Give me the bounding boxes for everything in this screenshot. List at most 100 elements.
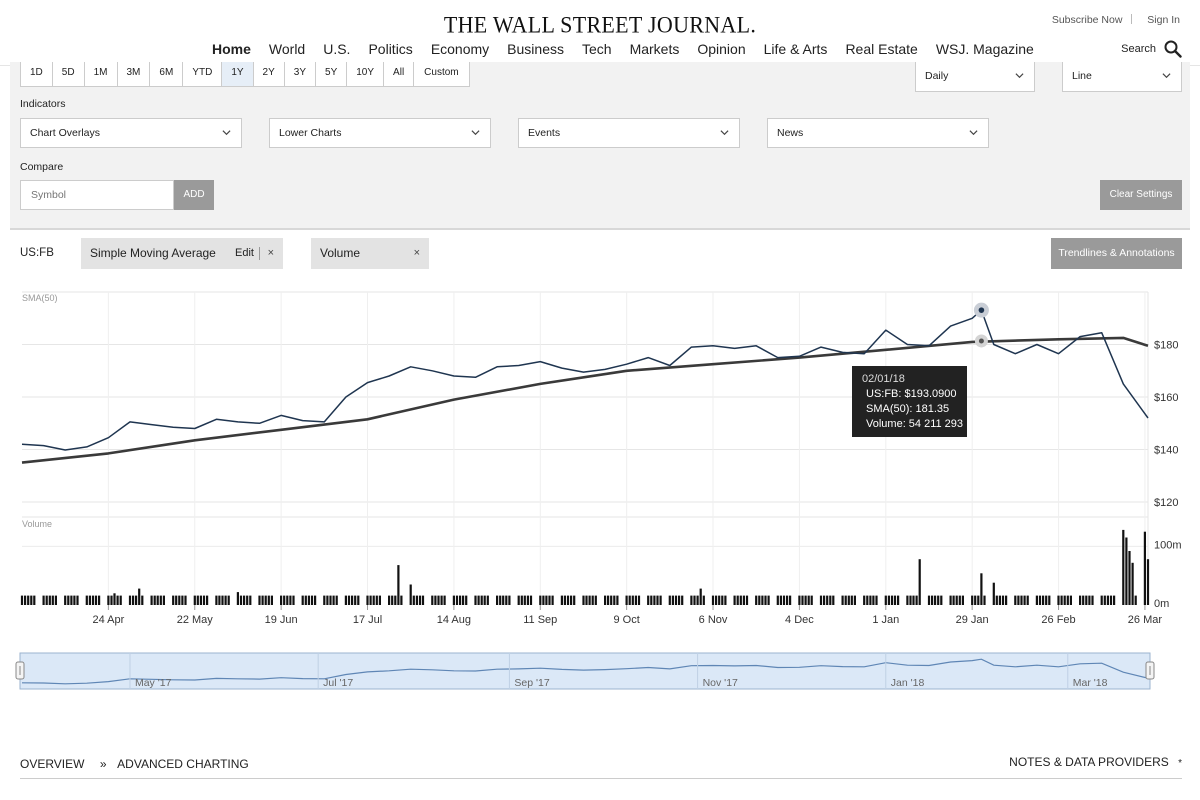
clear-settings-button[interactable]: Clear Settings: [1100, 180, 1182, 210]
volume-bar: [206, 595, 209, 605]
volume-bar: [804, 595, 807, 605]
nav-item-business[interactable]: Business: [507, 41, 564, 57]
volume-bar: [897, 595, 900, 605]
volume-bar: [243, 595, 246, 605]
volume-bar: [138, 588, 141, 605]
volume-bar: [409, 584, 412, 605]
volume-bar: [961, 595, 964, 605]
volume-bar: [88, 595, 91, 605]
volume-bar: [224, 595, 227, 605]
volume-bar: [915, 595, 918, 605]
nav-item-politics[interactable]: Politics: [368, 41, 413, 57]
sma-overlay-chip: Simple Moving Average Edit ×: [81, 238, 283, 269]
volume-bar: [810, 595, 813, 605]
chart-style-select[interactable]: Line: [1062, 62, 1182, 92]
nav-item-life-arts[interactable]: Life & Arts: [763, 41, 828, 57]
range-button-custom[interactable]: Custom: [424, 67, 459, 78]
frequency-value: Daily: [925, 70, 949, 82]
volume-bar: [199, 595, 202, 605]
volume-bar: [977, 595, 980, 605]
volume-bar: [983, 595, 986, 605]
volume-bar: [779, 595, 782, 605]
volume-bar: [674, 595, 678, 605]
volume-bar: [326, 595, 329, 605]
volume-bar: [937, 595, 940, 605]
close-icon[interactable]: ×: [267, 247, 274, 259]
nav-item-wsj-magazine[interactable]: WSJ. Magazine: [935, 41, 1034, 57]
range-button-3m[interactable]: 3M: [118, 62, 151, 86]
volume-bar: [132, 595, 135, 605]
chart-tooltip: 02/01/18 US:FB: $193.0900 SMA(50): 181.3…: [852, 366, 967, 437]
volume-bar: [1045, 595, 1048, 605]
nav-item-world[interactable]: World: [268, 41, 306, 57]
chevron-down-icon: [1162, 73, 1171, 79]
range-button-ytd[interactable]: YTD: [183, 62, 223, 86]
date-tick-label: 9 Oct: [613, 614, 639, 626]
range-button-5d[interactable]: 5D: [53, 62, 85, 86]
nav-item-u-s[interactable]: U.S.: [323, 41, 351, 57]
volume-bar: [786, 595, 789, 605]
lower-charts-select[interactable]: Lower Charts: [269, 118, 491, 148]
volume-bar: [1026, 595, 1029, 605]
range-button-6m[interactable]: 6M: [150, 62, 184, 86]
edit-overlay-link[interactable]: Edit: [235, 247, 254, 259]
search-icon[interactable]: [1164, 40, 1182, 58]
events-select[interactable]: Events: [518, 118, 740, 148]
volume-bar: [893, 595, 897, 605]
frequency-select[interactable]: Daily: [915, 62, 1035, 92]
date-tick-label: 29 Jan: [956, 614, 989, 626]
nav-item-tech[interactable]: Tech: [581, 41, 612, 57]
notes-data-providers-link[interactable]: NOTES & DATA PROVIDERS *: [1009, 755, 1182, 769]
range-button-1m[interactable]: 1M: [85, 62, 118, 86]
nav-item-economy[interactable]: Economy: [430, 41, 490, 57]
volume-bar: [175, 595, 178, 605]
nav-item-real-estate[interactable]: Real Estate: [845, 41, 918, 57]
indicators-label: Indicators: [20, 98, 66, 110]
volume-bar: [477, 595, 480, 605]
volume-bar: [653, 595, 656, 605]
sign-in-link[interactable]: Sign In: [1147, 14, 1180, 26]
close-icon[interactable]: ×: [413, 247, 420, 259]
date-tick-label: 1 Jan: [872, 614, 899, 626]
breadcrumb-overview[interactable]: OVERVIEW: [20, 757, 85, 771]
tooltip-sma: SMA(50): 181.35: [866, 403, 950, 415]
volume-bar: [415, 595, 418, 605]
price-chart[interactable]: SMA(50) Volume $120 $140 $160 $180 0m 100m 2…: [0, 280, 1200, 700]
range-button-1d[interactable]: 1D: [21, 62, 53, 86]
notes-label[interactable]: NOTES & DATA PROVIDERS: [1009, 755, 1169, 769]
range-button-2y[interactable]: 2Y: [254, 62, 285, 86]
range-navigator[interactable]: May '17 Jul '17 Sep '17 Nov '17 Jan '18 Mar '…: [15, 652, 1155, 690]
volume-bar: [866, 595, 869, 605]
volume-bar: [452, 595, 455, 605]
account-links: Subscribe Now Sign In: [1046, 14, 1180, 26]
range-button-5y[interactable]: 5Y: [316, 62, 348, 86]
wsj-logo[interactable]: THE WALL STREET JOURNAL.: [443, 11, 757, 38]
nav-item-markets[interactable]: Markets: [629, 41, 680, 57]
volume-bar: [437, 595, 440, 605]
volume-bar: [604, 595, 607, 605]
nav-item-opinion[interactable]: Opinion: [697, 41, 746, 57]
range-button-1y[interactable]: 1Y: [222, 62, 254, 86]
volume-bar: [980, 573, 983, 605]
search-label[interactable]: Search: [1121, 43, 1156, 55]
nav-item-home[interactable]: Home: [212, 41, 251, 57]
volume-bar: [91, 595, 95, 605]
range-button-3y[interactable]: 3Y: [285, 62, 317, 86]
volume-bar: [958, 595, 961, 605]
range-button-all[interactable]: All: [384, 62, 415, 86]
volume-bar: [347, 595, 351, 605]
search-control[interactable]: Search: [1121, 40, 1182, 58]
date-tick-label: 24 Apr: [92, 614, 124, 626]
trendlines-annotations-button[interactable]: Trendlines & Annotations: [1051, 238, 1182, 269]
subscribe-link[interactable]: Subscribe Now: [1051, 14, 1123, 26]
volume-bar: [113, 593, 116, 605]
add-compare-button[interactable]: ADD: [174, 180, 214, 210]
range-button-10y[interactable]: 10Y: [347, 62, 385, 86]
volume-bar: [110, 595, 113, 605]
news-select[interactable]: News: [767, 118, 989, 148]
compare-symbol-input[interactable]: [20, 180, 174, 210]
chart-overlays-select[interactable]: Chart Overlays: [20, 118, 242, 148]
volume-bar: [718, 595, 721, 605]
navigator-window[interactable]: [19, 652, 1151, 690]
chevron-down-icon: [222, 130, 231, 136]
